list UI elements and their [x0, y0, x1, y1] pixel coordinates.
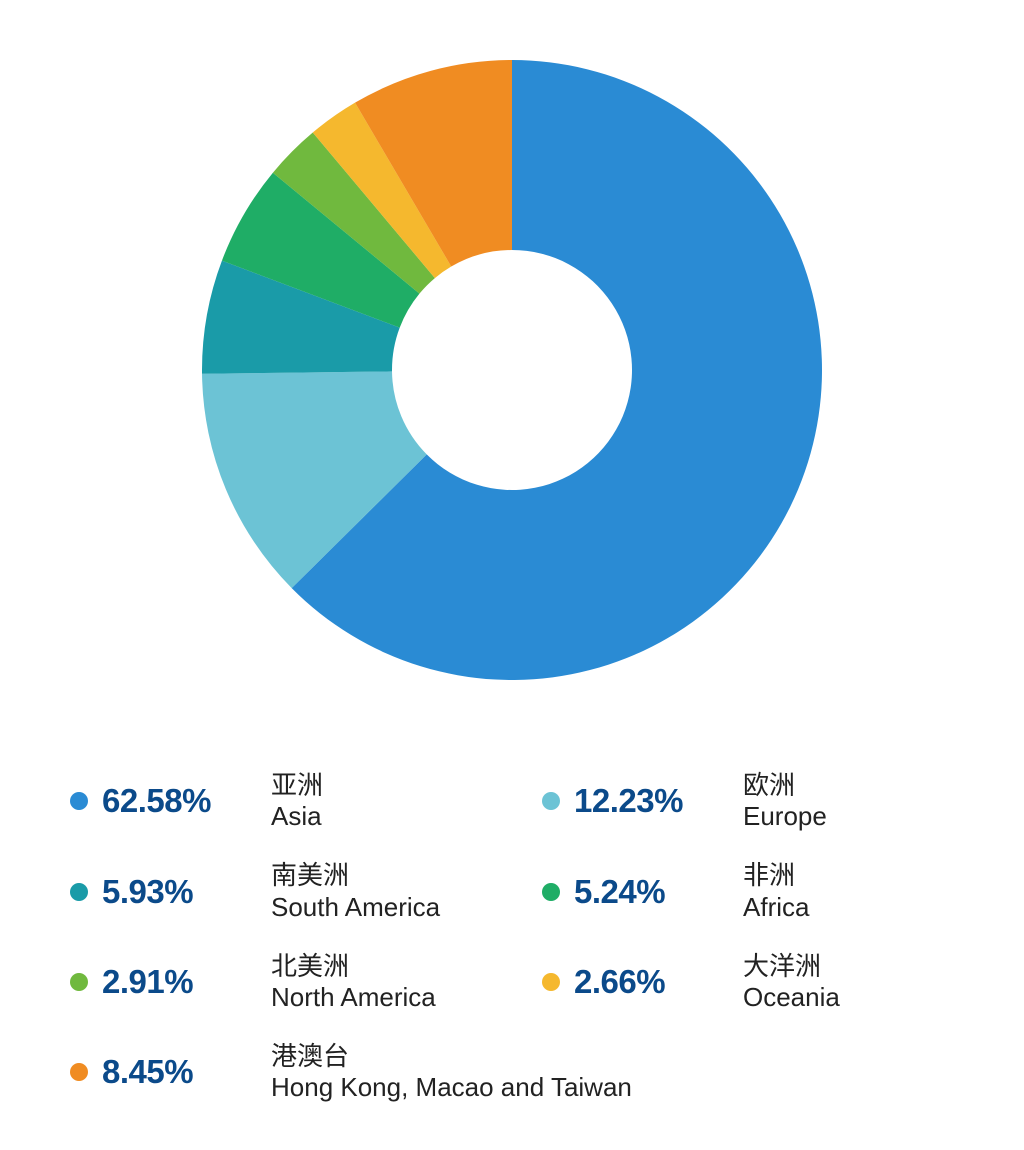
- legend-labels: 港澳台Hong Kong, Macao and Taiwan: [271, 1041, 632, 1103]
- legend-labels: 非洲Africa: [743, 860, 809, 922]
- legend-percent: 12.23%: [574, 782, 729, 820]
- legend-percent: 8.45%: [102, 1053, 257, 1091]
- chart-legend: 62.58% 亚洲Asia 12.23% 欧洲Europe 5.93% 南美洲South …: [0, 730, 1024, 1104]
- legend-dot-icon: [542, 973, 560, 991]
- legend-labels: 大洋洲Oceania: [743, 951, 840, 1013]
- legend-label-en: Africa: [743, 892, 809, 923]
- legend-dot-icon: [70, 973, 88, 991]
- legend-label-en: South America: [271, 892, 440, 923]
- legend-label-cn: 北美洲: [271, 951, 436, 982]
- legend-dot-icon: [70, 1063, 88, 1081]
- legend-label-cn: 亚洲: [271, 770, 323, 801]
- legend-dot-icon: [70, 883, 88, 901]
- legend-label-en: North America: [271, 982, 436, 1013]
- legend-dot-icon: [542, 792, 560, 810]
- legend-item-hkmt: 8.45% 港澳台Hong Kong, Macao and Taiwan: [70, 1041, 984, 1103]
- legend-item-asia: 62.58% 亚洲Asia: [70, 770, 512, 832]
- legend-item-samerica: 5.93% 南美洲South America: [70, 860, 512, 922]
- legend-labels: 欧洲Europe: [743, 770, 827, 832]
- legend-labels: 南美洲South America: [271, 860, 440, 922]
- legend-label-cn: 大洋洲: [743, 951, 840, 982]
- donut-chart-container: [0, 0, 1024, 730]
- legend-item-africa: 5.24% 非洲Africa: [542, 860, 984, 922]
- legend-label-en: Hong Kong, Macao and Taiwan: [271, 1072, 632, 1103]
- donut-chart: [107, 10, 917, 730]
- legend-item-europe: 12.23% 欧洲Europe: [542, 770, 984, 832]
- legend-dot-icon: [542, 883, 560, 901]
- legend-percent: 5.24%: [574, 873, 729, 911]
- legend-dot-icon: [70, 792, 88, 810]
- legend-percent: 2.91%: [102, 963, 257, 1001]
- legend-item-oceania: 2.66% 大洋洲Oceania: [542, 951, 984, 1013]
- legend-item-namerica: 2.91% 北美洲North America: [70, 951, 512, 1013]
- legend-labels: 亚洲Asia: [271, 770, 323, 832]
- legend-percent: 5.93%: [102, 873, 257, 911]
- legend-label-en: Europe: [743, 801, 827, 832]
- legend-label-cn: 南美洲: [271, 860, 440, 891]
- legend-label-cn: 非洲: [743, 860, 809, 891]
- legend-labels: 北美洲North America: [271, 951, 436, 1013]
- legend-label-cn: 港澳台: [271, 1041, 632, 1072]
- legend-label-en: Asia: [271, 801, 323, 832]
- legend-label-en: Oceania: [743, 982, 840, 1013]
- legend-label-cn: 欧洲: [743, 770, 827, 801]
- legend-percent: 2.66%: [574, 963, 729, 1001]
- legend-percent: 62.58%: [102, 782, 257, 820]
